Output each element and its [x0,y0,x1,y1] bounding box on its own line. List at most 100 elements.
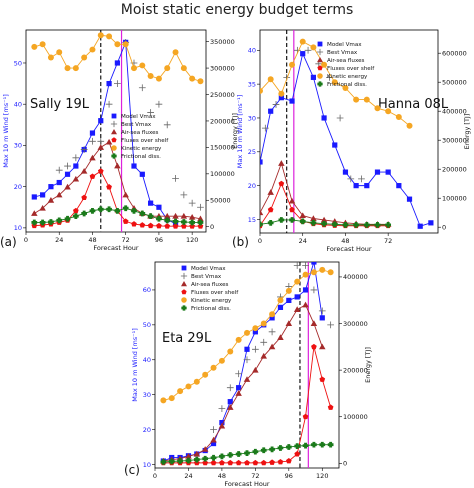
y-tick-label: 40 [14,101,22,109]
point-fluxes-over-shelf [294,451,301,457]
x-tick-label: 24 [55,236,63,244]
point-best-vmax [172,175,179,182]
point-kinetic-energy [39,41,46,48]
point-model-vmax [268,108,274,114]
point-kinetic-energy [327,269,334,276]
legend-marker-kinetic-energy [111,145,117,151]
point-fluxes-over-shelf [327,404,334,410]
point-model-vmax [148,200,154,206]
point-kinetic-energy [64,65,71,72]
point-model-vmax [332,142,338,148]
legend-marker-air-sea-fluxes [111,129,117,135]
point-air-sea-fluxes [310,320,318,326]
point-fluxes-over-shelf [289,206,295,213]
point-model-vmax [428,220,434,226]
point-air-sea-fluxes [210,436,217,443]
point-model-vmax [139,171,145,177]
point-kinetic-energy [227,348,234,355]
point-kinetic-energy [56,49,63,56]
legend-entry-frictional-diss-: Frictional diss. [121,154,161,160]
point-frictional-diss- [185,457,192,464]
legend-entry-kinetic-energy: Kinetic energy [121,146,162,152]
point-model-vmax [40,192,46,198]
point-best-vmax [235,370,243,378]
point-frictional-diss- [122,205,129,212]
point-kinetic-energy [164,65,171,72]
point-model-vmax [156,204,162,210]
point-kinetic-energy [342,85,349,91]
legend-marker-frictional-diss- [111,153,117,159]
point-best-vmax [55,166,63,174]
point-frictional-diss- [114,207,121,214]
legend: Model Vmax Best Vmax Air-sea fluxes Fluxes … [180,265,239,312]
point-fluxes-over-shelf [302,413,309,420]
point-frictional-diss- [327,441,334,448]
point-kinetic-energy [197,78,204,85]
point-frictional-diss- [289,217,295,223]
legend-entry-frictional-diss-: Frictional diss. [191,306,231,312]
point-frictional-diss- [210,454,217,461]
point-frictional-diss- [72,213,79,219]
point-air-sea-fluxes [260,209,264,216]
y-right-tick-label: 150000 [210,144,235,152]
point-model-vmax [89,130,96,136]
point-frictional-diss- [168,458,175,465]
point-air-sea-fluxes [72,175,80,182]
point-frictional-diss- [156,215,162,222]
storm-label: Eta 29L [162,331,212,346]
y-right-tick-label: 400000 [442,108,467,116]
point-air-sea-fluxes [252,366,259,373]
y-tick-label: 60 [143,286,151,294]
point-frictional-diss- [31,219,38,226]
point-best-vmax [89,137,96,145]
plot-frame [25,29,207,233]
y-tick-label: 40 [143,356,151,364]
point-frictional-diss- [299,218,306,225]
point-model-vmax [406,196,413,202]
legend-entry-air-sea-fluxes: Air-sea fluxes [121,130,159,136]
point-frictional-diss- [197,219,204,226]
point-best-vmax [155,100,163,108]
y-right-axis-label: Energy [TJ] [231,113,239,149]
chart-panel-2: 0 24 48 72 15 20 25 30 35 40 0 100000 200000 300000 40… [232,29,471,253]
point-model-vmax [310,74,316,80]
point-frictional-diss- [385,222,392,228]
point-best-vmax [105,100,113,108]
point-frictional-diss- [235,451,242,457]
point-air-sea-fluxes [180,212,188,219]
series-line-model-vmax [163,262,323,462]
point-frictional-diss- [353,222,359,228]
point-frictional-diss- [252,448,259,455]
point-best-vmax [188,199,196,207]
y-right-tick-label: 300000 [343,320,368,328]
point-frictional-diss- [164,217,171,224]
point-frictional-diss- [260,447,267,454]
point-air-sea-fluxes [114,162,121,169]
legend-marker-kinetic-energy [181,297,187,303]
point-air-sea-fluxes [197,215,204,222]
x-axis-label: Forecast Hour [93,244,139,252]
point-air-sea-fluxes [122,191,129,198]
x-tick-label: 48 [88,236,96,244]
point-frictional-diss- [89,207,96,214]
y-right-tick-label: 300000 [210,64,235,72]
point-frictional-diss- [64,215,71,222]
point-air-sea-fluxes [310,215,317,221]
point-frictional-diss- [302,442,309,449]
point-kinetic-energy [277,297,284,304]
panel-label: (b) [232,235,249,249]
point-best-vmax [268,328,276,336]
legend-entry-kinetic-energy: Kinetic energy [191,298,232,304]
point-model-vmax [64,171,71,177]
point-model-vmax [278,95,284,101]
point-best-vmax [318,307,326,315]
point-kinetic-energy [131,65,137,72]
point-model-vmax [210,440,217,447]
point-air-sea-fluxes [185,453,192,459]
point-kinetic-energy [210,364,217,371]
point-best-vmax [114,80,121,87]
point-model-vmax [31,194,37,200]
y-tick-label: 50 [14,59,22,67]
point-frictional-diss- [172,218,179,225]
